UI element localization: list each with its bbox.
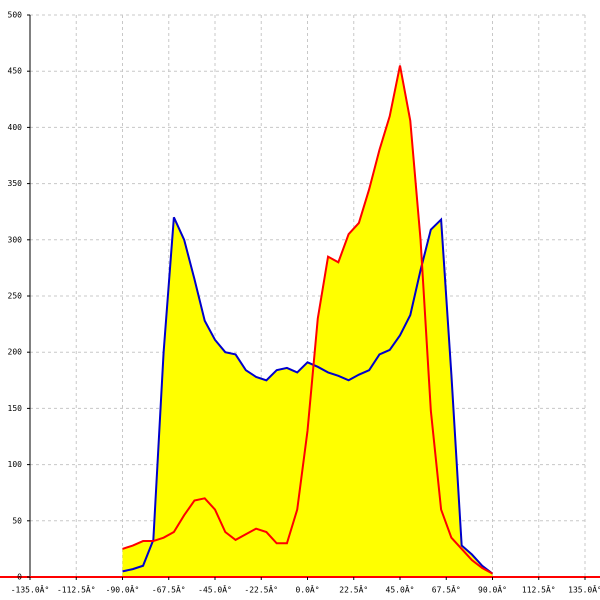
x-tick-label: 67.5Â° [432, 584, 461, 595]
x-tick-label: 90.0Â° [478, 584, 507, 595]
x-tick-label: -135.0Â° [11, 584, 50, 595]
line [122, 216, 494, 575]
y-tick-label: 300 [8, 235, 23, 244]
y-tick-label: 50 [12, 516, 22, 525]
y-tick-label: 100 [8, 460, 23, 469]
y-tick-label: 400 [8, 123, 23, 132]
x-tick-label: -22.5Â° [244, 584, 278, 595]
x-tick-label: -67.5Â° [152, 584, 186, 595]
line [122, 65, 493, 575]
y-tick-label: 200 [8, 348, 23, 357]
x-tick-label: 22.5Â° [339, 584, 368, 595]
lines [122, 65, 494, 575]
x-tick-label: 135.0Â° [568, 584, 600, 595]
x-tick-label: 112.5Â° [522, 584, 556, 595]
y-tick-label: 350 [8, 179, 23, 188]
area [122, 65, 493, 577]
x-tick-label: -90.0Â° [106, 584, 140, 595]
x-tick-label: 0.0Â° [295, 584, 319, 595]
y-tick-label: 250 [8, 292, 23, 301]
y-tick-label: 150 [8, 404, 23, 413]
areas [122, 65, 493, 577]
x-tick-label: -45.0Â° [198, 584, 232, 595]
y-tick-label: 0 [17, 573, 22, 582]
labels: 0 50 100 150 200 250 300 350 400 450 500 -135.0Â° -1… [8, 11, 600, 595]
x-tick-label: 45.0Â° [386, 584, 415, 595]
y-tick-label: 450 [8, 67, 23, 76]
x-tick-label: -112.5Â° [57, 584, 96, 595]
y-tick-label: 500 [8, 11, 23, 20]
